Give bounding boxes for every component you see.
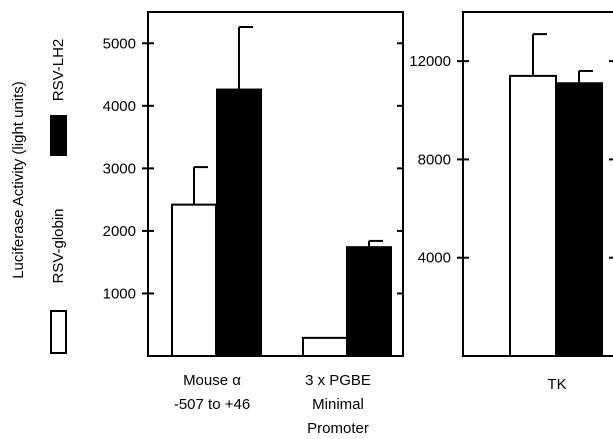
legend-item-rsv-globin: RSV-globin	[50, 208, 67, 354]
legend-swatch-rsv-lh2	[50, 115, 67, 156]
y-tick-label: 1000	[103, 285, 136, 302]
x-category-label: Mouse α	[183, 372, 241, 389]
x-category-label: Minimal	[312, 396, 364, 413]
bar-rsv-lh2	[346, 246, 392, 358]
bar-rsv-lh2	[216, 88, 262, 357]
chart-panel-right: 4000 8000 12000 TK	[409, 11, 613, 393]
y-axis-label: Luciferase Activity (light units)	[10, 81, 27, 279]
x-category-label: TK	[547, 376, 566, 393]
y-tick-label: 2000	[103, 223, 136, 240]
y-tick-label: 12000	[409, 53, 451, 70]
y-tick-label: 8000	[418, 151, 451, 168]
y-tick-label: 4000	[418, 250, 451, 267]
legend-swatch-rsv-globin	[50, 310, 67, 354]
y-tick-label: 5000	[103, 35, 136, 52]
plot-frame	[147, 11, 404, 357]
legend-item-rsv-lh2: RSV-LH2	[50, 39, 67, 156]
bar-rsv-lh2	[555, 82, 603, 357]
x-category-label: -507 to +46	[174, 396, 250, 413]
y-axis-label-group: Luciferase Activity (light units)	[10, 81, 27, 279]
y-tick-label: 4000	[103, 98, 136, 115]
y-tick-label: 3000	[103, 160, 136, 177]
bar-rsv-globin	[302, 336, 348, 357]
chart-panel-left: 1000 2000 3000 4000 5000 Mouse α -507 to +46 3 …	[103, 11, 404, 437]
legend: RSV-LH2 RSV-globin	[50, 39, 67, 354]
legend-label-rsv-globin: RSV-globin	[50, 208, 67, 283]
x-category-label: 3 x PGBE	[305, 372, 371, 389]
bar-rsv-globin	[509, 74, 557, 357]
legend-label-rsv-lh2: RSV-LH2	[50, 39, 67, 102]
x-category-label: Promoter	[307, 420, 369, 437]
bar-rsv-globin	[171, 203, 217, 357]
